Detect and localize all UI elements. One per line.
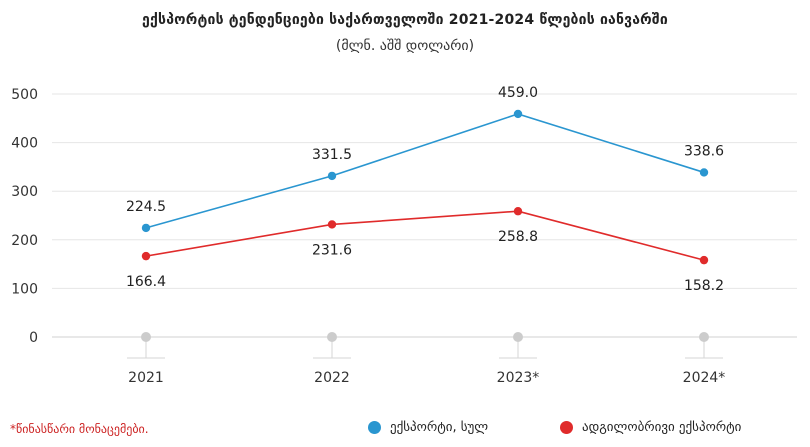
chart-title: ექსპორტის ტენდენციები საქართველოში 2021-… [142, 12, 668, 28]
x-tick-label: 2022 [314, 370, 350, 386]
data-label: 158.2 [684, 278, 724, 294]
data-point [141, 223, 151, 233]
y-tick-label: 300 [11, 184, 38, 200]
series-line-domestic [145, 210, 705, 261]
data-label: 166.4 [126, 274, 166, 290]
x-tick-label: 2024* [683, 370, 726, 386]
data-label: 459.0 [498, 85, 538, 101]
legend-item-total-exports: ექსპორტი, სულ [368, 420, 488, 435]
series-line-total [145, 113, 705, 229]
y-tick-label: 200 [11, 233, 38, 249]
chart-subtitle: (მლნ. აშშ დოლარი) [335, 38, 475, 54]
data-label: 231.6 [312, 242, 352, 258]
baseline-marker [327, 332, 337, 342]
legend-marker-total [368, 421, 381, 434]
y-tick-label: 400 [11, 136, 38, 152]
legend-marker-domestic [560, 421, 573, 434]
data-label: 338.6 [684, 143, 724, 159]
data-point [141, 251, 151, 261]
baseline-marker [141, 332, 151, 342]
data-label: 258.8 [498, 229, 538, 245]
x-tick-label: 2021 [128, 370, 164, 386]
legend-label-total: ექსპორტი, სულ [390, 420, 489, 435]
x-tick-label: 2023* [497, 370, 540, 386]
y-tick-label: 100 [11, 281, 38, 297]
y-tick-label: 500 [11, 87, 38, 103]
data-point [699, 168, 709, 177]
data-point [513, 207, 523, 216]
preliminary-data-note: *წინასწარი მონაცემები. [10, 422, 149, 436]
legend-label-domestic: ადგილობრივი ექსპორტი [582, 420, 742, 435]
data-label: 224.5 [126, 199, 166, 215]
baseline-marker [699, 332, 709, 342]
legend-item-domestic-exports: ადგილობრივი ექსპორტი [560, 420, 741, 435]
baseline-marker [513, 332, 523, 342]
data-label: 331.5 [312, 147, 352, 163]
data-point [327, 220, 337, 229]
y-tick-label: 0 [29, 330, 38, 346]
data-point [327, 171, 337, 181]
data-point [513, 109, 523, 119]
data-point [699, 255, 709, 265]
